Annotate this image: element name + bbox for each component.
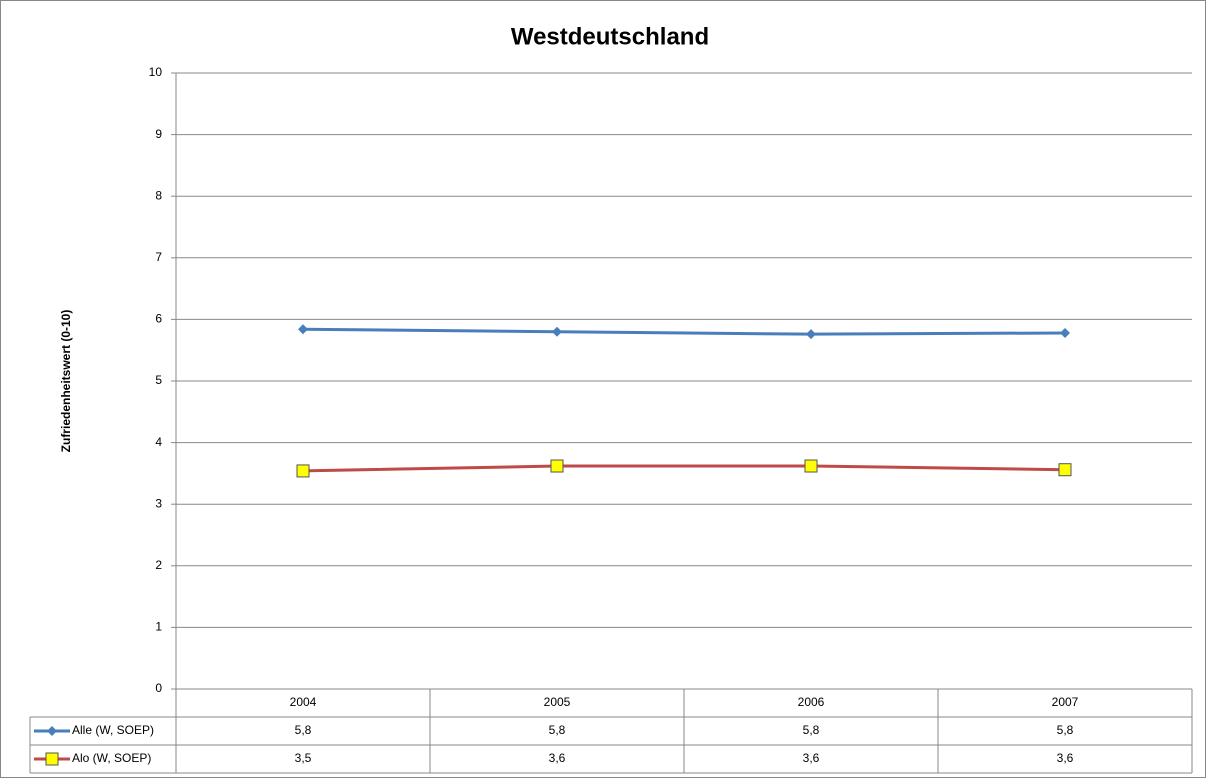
marker	[806, 329, 816, 340]
x-tick-label: 2005	[544, 695, 571, 709]
y-tick-label: 0	[155, 681, 162, 695]
table-value: 3,5	[295, 751, 312, 765]
x-tick-label: 2004	[290, 695, 317, 709]
marker	[1060, 327, 1070, 338]
legend-label: Alo (W, SOEP)	[72, 751, 151, 765]
marker	[1058, 463, 1072, 477]
legend-label: Alle (W, SOEP)	[72, 723, 154, 737]
marker	[298, 324, 308, 335]
y-tick-label: 6	[155, 312, 162, 326]
marker	[552, 326, 562, 337]
y-axis-label: Zufriedenheitswert (0-10)	[59, 310, 73, 453]
table-value: 5,8	[803, 723, 820, 737]
series-line	[302, 327, 1066, 336]
marker	[296, 464, 310, 478]
table-value: 3,6	[1057, 751, 1074, 765]
marker	[45, 752, 59, 766]
x-tick-label: 2006	[798, 695, 825, 709]
y-tick-label: 10	[149, 65, 163, 79]
chart-title: Westdeutschland	[511, 23, 709, 50]
table-value: 5,8	[295, 723, 312, 737]
y-tick-label: 5	[155, 373, 162, 387]
table-value: 5,8	[549, 723, 566, 737]
y-tick-label: 4	[155, 435, 162, 449]
marker	[804, 459, 818, 473]
series-line	[302, 464, 1066, 473]
y-tick-label: 3	[155, 496, 162, 510]
y-tick-label: 1	[155, 620, 162, 634]
table-value: 3,6	[803, 751, 820, 765]
table-value: 3,6	[549, 751, 566, 765]
marker	[550, 459, 564, 473]
marker	[47, 726, 57, 736]
y-tick-label: 8	[155, 188, 162, 202]
y-tick-label: 2	[155, 558, 162, 572]
y-tick-label: 7	[155, 250, 162, 264]
y-tick-label: 9	[155, 127, 162, 141]
x-tick-label: 2007	[1052, 695, 1079, 709]
table-value: 5,8	[1057, 723, 1074, 737]
